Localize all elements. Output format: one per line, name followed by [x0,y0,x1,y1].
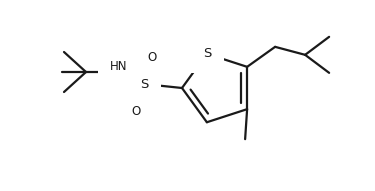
Text: S: S [140,78,148,91]
Text: O: O [147,50,157,63]
Text: HN: HN [110,60,128,73]
Text: O: O [131,104,141,117]
Text: S: S [203,47,211,60]
